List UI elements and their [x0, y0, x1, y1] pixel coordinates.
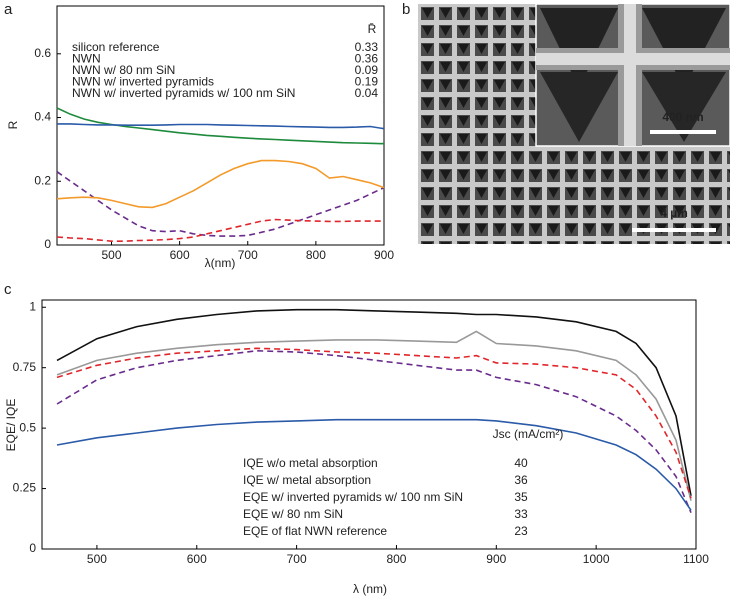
legend-title: Jsc (mA/cm²) — [493, 427, 564, 441]
legend-value: 40 — [514, 456, 528, 470]
legend-label: EQE of flat NWN reference — [243, 524, 387, 538]
legend-label: NWN w/ inverted pyramids — [72, 75, 214, 89]
x-tick-label: 1100 — [683, 552, 709, 566]
panel-label: b — [402, 1, 410, 18]
y-tick-label: 0 — [44, 237, 51, 251]
x-axis-label: λ(nm) — [205, 256, 236, 270]
legend-value: 36 — [514, 473, 528, 487]
legend-value: 0.09 — [355, 63, 379, 77]
legend-title: R̄ — [368, 22, 377, 36]
x-tick-label: 500 — [101, 248, 121, 262]
panel-label: a — [4, 1, 13, 18]
legend-value: 0.33 — [355, 40, 379, 54]
x-axis-label: λ (nm) — [353, 582, 387, 596]
y-tick-label: 1 — [29, 299, 36, 313]
y-axis-label: EQE/ IQE — [4, 399, 18, 452]
x-tick-label: 800 — [386, 552, 406, 566]
y-tick-label: 0.5 — [19, 420, 36, 434]
x-tick-label: 900 — [374, 248, 394, 262]
legend-label: EQE w/ 80 nm SiN — [243, 507, 343, 521]
series-line — [56, 349, 692, 514]
series-line — [56, 107, 385, 145]
legend-label: NWN w/ 80 nm SiN — [72, 63, 175, 77]
legend-label: NWN — [72, 52, 101, 66]
x-tick-label: 700 — [238, 248, 258, 262]
series-line — [56, 171, 385, 237]
series-line — [56, 418, 692, 511]
y-tick-label: 0.2 — [34, 173, 51, 187]
x-tick-label: 500 — [87, 552, 107, 566]
y-tick-label: 0 — [29, 541, 36, 555]
legend-value: 0.04 — [355, 86, 379, 100]
legend-label: silicon reference — [72, 40, 160, 54]
x-tick-label: 600 — [187, 552, 207, 566]
legend-label: IQE w/o metal absorption — [243, 456, 378, 470]
x-tick-label: 700 — [287, 552, 307, 566]
legend-value: 23 — [514, 524, 528, 538]
legend-label: NWN w/ inverted pyramids w/ 100 nm SiN — [72, 86, 295, 100]
x-tick-label: 800 — [306, 248, 326, 262]
x-tick-label: 900 — [486, 552, 506, 566]
sem-image — [418, 3, 731, 244]
scale-label: 4 µm — [660, 206, 688, 220]
y-tick-label: 0.4 — [34, 110, 51, 124]
series-line — [56, 308, 692, 496]
legend-label: IQE w/ metal absorption — [243, 473, 371, 487]
series-line — [56, 218, 384, 242]
scale-label: 400 nm — [662, 110, 703, 124]
sem-inset — [535, 3, 731, 147]
plot-frame — [56, 5, 385, 246]
x-tick-label: 1000 — [583, 552, 610, 566]
x-tick-label: 600 — [170, 248, 190, 262]
legend-value: 35 — [514, 490, 528, 504]
legend-label: EQE w/ inverted pyramids w/ 100 nm SiN — [243, 490, 463, 504]
y-tick-label: 0.25 — [13, 481, 37, 495]
plot-frame — [41, 299, 697, 550]
y-axis-label: R — [6, 120, 20, 129]
y-tick-label: 0.6 — [34, 46, 51, 60]
series-line — [57, 123, 385, 130]
series-line — [56, 159, 385, 209]
series-line — [56, 330, 692, 501]
legend-value: 33 — [514, 507, 528, 521]
y-tick-label: 0.75 — [13, 360, 37, 374]
series-line — [56, 347, 692, 499]
legend-value: 0.36 — [355, 52, 379, 66]
legend-value: 0.19 — [355, 75, 379, 89]
panel-label: c — [4, 281, 12, 298]
